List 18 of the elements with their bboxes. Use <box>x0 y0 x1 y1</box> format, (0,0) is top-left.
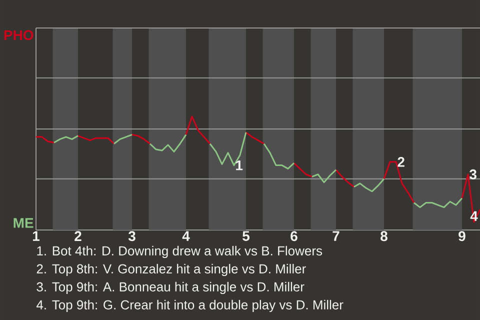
text: 3. Top 9th: A. Bonneau hit a single vs D. Miller <box>36 282 304 294</box>
text: 1. Bot 4th: D. Downing drew a walk vs B. Flowers <box>37 246 322 258</box>
x-tick-label: 5 <box>242 231 250 241</box>
x-tick-label: 6 <box>290 231 298 242</box>
x-tick-label: 1 <box>32 231 40 241</box>
x-tick-label: 9 <box>458 231 466 242</box>
annotation: 2 <box>398 157 404 167</box>
x-tick-label: 2 <box>74 231 82 241</box>
x-tick-label: 4 <box>182 231 190 241</box>
x-tick-label: 3 <box>128 231 136 242</box>
annotation: 3 <box>470 169 476 180</box>
text: 2. Top 8th: V. Gonzalez hit a single vs D. Miller <box>36 264 306 276</box>
x-tick-label: 7 <box>332 231 340 241</box>
text: ME <box>14 218 34 228</box>
x-tick-label: 8 <box>380 231 388 242</box>
annotation: 1 <box>236 160 243 170</box>
text: PHO <box>4 30 34 40</box>
text: 4. Top 9th: G. Crear hit into a double play vs D. Miller <box>36 300 344 312</box>
